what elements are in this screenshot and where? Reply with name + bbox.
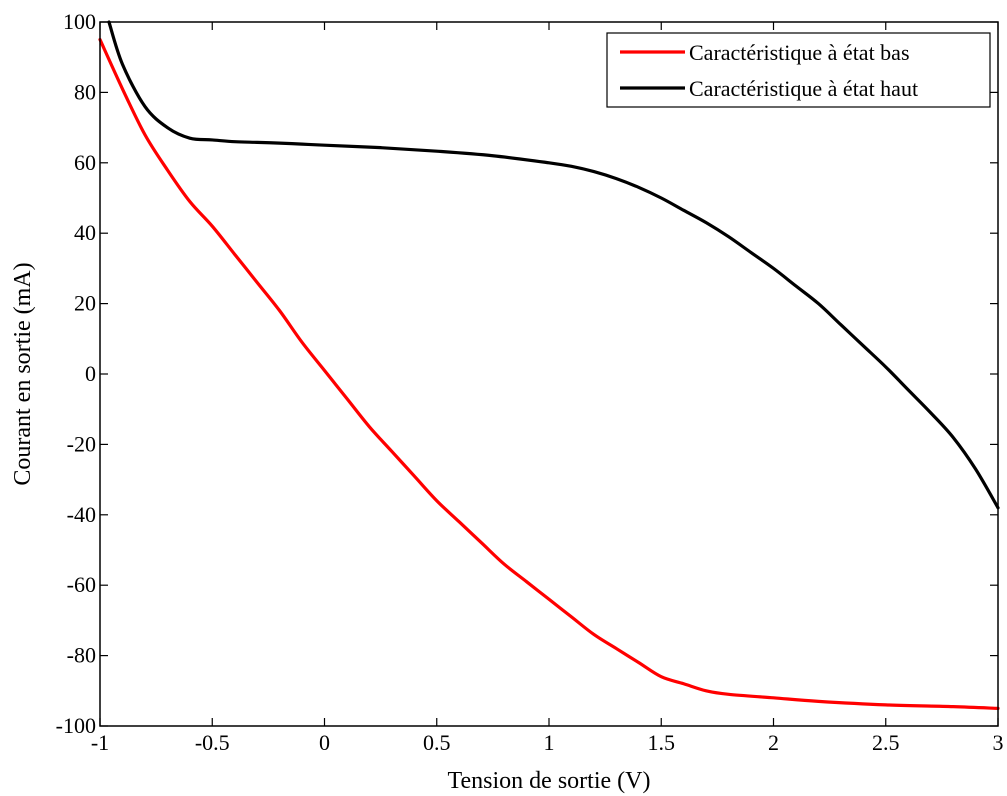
y-axis-ticks: -100 -80 -60 -40 -20 0 20 40 60 80 100	[56, 9, 998, 738]
x-tick-label: 1.5	[648, 730, 676, 755]
y-tick-label: 0	[85, 361, 96, 386]
y-tick-label: 80	[74, 79, 96, 104]
y-tick-label: 60	[74, 150, 96, 175]
x-tick-label: 1	[544, 730, 555, 755]
x-tick-label: 2.5	[872, 730, 900, 755]
plot-frame	[99, 21, 999, 727]
y-tick-label: -20	[67, 431, 96, 456]
y-tick-label: 100	[63, 9, 96, 34]
y-tick-label: -40	[67, 502, 96, 527]
x-tick-label: 0	[319, 730, 330, 755]
y-tick-label: 40	[74, 220, 96, 245]
series-line-etat-haut	[107, 20, 1000, 510]
legend: Caractéristique à état bas Caractéristiqu…	[606, 32, 991, 108]
y-tick-label: -100	[56, 713, 96, 738]
legend-box	[606, 32, 991, 108]
y-tick-label: -80	[67, 643, 96, 668]
y-axis-title: Courant en sortie (mA)	[10, 262, 36, 485]
x-axis-ticks: -1 -0.5 0 0.5 1 1.5 2 2.5 3	[91, 22, 1004, 755]
legend-label-etat-haut: Caractéristique à état haut	[689, 76, 918, 101]
x-tick-label: 0.5	[423, 730, 451, 755]
series-layer	[98, 20, 1000, 710]
series-line-etat-bas	[98, 38, 1000, 710]
x-tick-label: 2	[768, 730, 779, 755]
y-tick-label: 20	[74, 291, 96, 316]
y-tick-label: -60	[67, 572, 96, 597]
x-tick-label: 3	[993, 730, 1004, 755]
x-tick-label: -0.5	[195, 730, 230, 755]
x-axis-title: Tension de sortie (V)	[448, 768, 651, 794]
legend-label-etat-bas: Caractéristique à état bas	[689, 40, 910, 65]
x-tick-label: -1	[91, 730, 109, 755]
